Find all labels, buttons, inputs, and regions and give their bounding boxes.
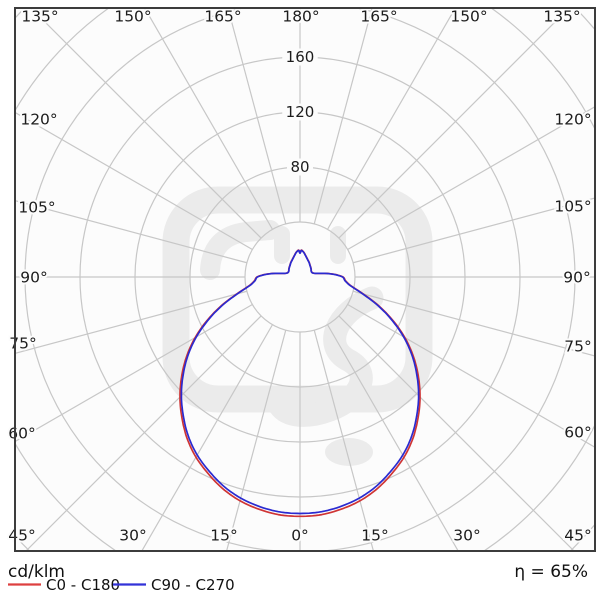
angle-label-8-105deg: 105° [18, 199, 55, 217]
watermark-outline [162, 186, 433, 413]
angle-label-14-105deg: 105° [554, 198, 591, 216]
grid-ray-330 [141, 324, 274, 551]
legend-label-c0-c180: C0 - C180 [46, 576, 120, 594]
grid-ray-165 [313, 8, 373, 225]
gamma-angle-labels: 135° 150° 165° 180° 165° 150° 135° 120° 105° 90° 7… [6, 6, 593, 547]
grid-ray-315 [25, 315, 262, 551]
radial-label-120: 120 [286, 103, 315, 121]
radial-label-bg-120 [282, 103, 318, 121]
angle-label-22-15deg: 15° [361, 527, 388, 545]
angle-label-5-150deg: 150° [450, 8, 487, 26]
angle-label-20-15deg: 15° [210, 527, 237, 545]
legend: cd/klm C0 - C180 C90 - C270 η = 65% [8, 562, 588, 594]
angle-label-13-120deg: 120° [554, 111, 591, 129]
angle-label-3-180deg: 180° [282, 8, 319, 26]
plot-border [14, 7, 596, 552]
grid-ray-255 [15, 200, 248, 264]
angle-label-10-75deg: 75° [9, 335, 36, 353]
grid-ray-345 [225, 329, 287, 551]
radial-label-bg-80 [287, 158, 313, 176]
grid-ray-45 [338, 315, 575, 551]
grid-ray-105 [352, 197, 595, 264]
angle-label-15-90deg: 90° [563, 269, 590, 287]
watermark-inner-corner [200, 220, 280, 280]
radial-label-80: 80 [290, 158, 309, 176]
watermark-wave [268, 286, 384, 427]
grid-ray-150 [326, 8, 457, 230]
angle-label-7-120deg: 120° [20, 111, 57, 129]
grid-ray-120 [347, 105, 595, 251]
grid-ray-240 [15, 111, 253, 251]
angle-label-9-90deg: 90° [20, 269, 47, 287]
watermark-logo [162, 186, 433, 466]
intensity-curves [179, 249, 421, 518]
angle-label-2-165deg: 165° [204, 8, 241, 26]
grid-ray-210 [143, 8, 274, 230]
legend-unit-label: cd/klm [8, 562, 65, 582]
radial-label-160: 160 [286, 48, 315, 66]
grid-ray-300 [15, 303, 253, 443]
grid-ray-195 [227, 8, 287, 225]
grid-ray-60 [347, 303, 595, 449]
watermark-ear-right [330, 226, 346, 264]
angle-label-12-45deg: 45° [8, 527, 35, 545]
angle-label-23-30deg: 30° [453, 527, 480, 545]
grid-ray-75 [352, 290, 595, 357]
angle-label-19-30deg: 30° [119, 527, 146, 545]
grid-ray-30 [326, 324, 459, 551]
angle-label-21-0deg: 0° [291, 527, 309, 545]
angle-label-0-135deg: 135° [21, 8, 58, 26]
watermark-blob [325, 438, 373, 466]
angle-label-16-75deg: 75° [564, 338, 591, 356]
legend-label-c90-c270: C90 - C270 [151, 576, 235, 594]
grid-ray-285 [15, 290, 248, 354]
angle-label-1-150deg: 150° [114, 8, 151, 26]
radial-axis-labels: 80 120 160 [282, 48, 318, 176]
grid-ray-135 [338, 8, 570, 239]
grid-ray-15 [313, 329, 375, 551]
angle-label-6-135deg: 135° [543, 8, 580, 26]
curve-C90-C270 [180, 249, 420, 515]
grid-ray-225 [30, 8, 262, 239]
radial-label-bg-160 [282, 48, 318, 66]
angle-label-11-60deg: 60° [8, 425, 35, 443]
angle-label-4-165deg: 165° [360, 8, 397, 26]
angle-label-18-45deg: 45° [564, 527, 591, 545]
efficiency-value: η = 65% [514, 562, 588, 582]
angle-label-17-60deg: 60° [564, 424, 591, 442]
plot-background [15, 8, 595, 551]
watermark-ear-left [274, 226, 290, 264]
